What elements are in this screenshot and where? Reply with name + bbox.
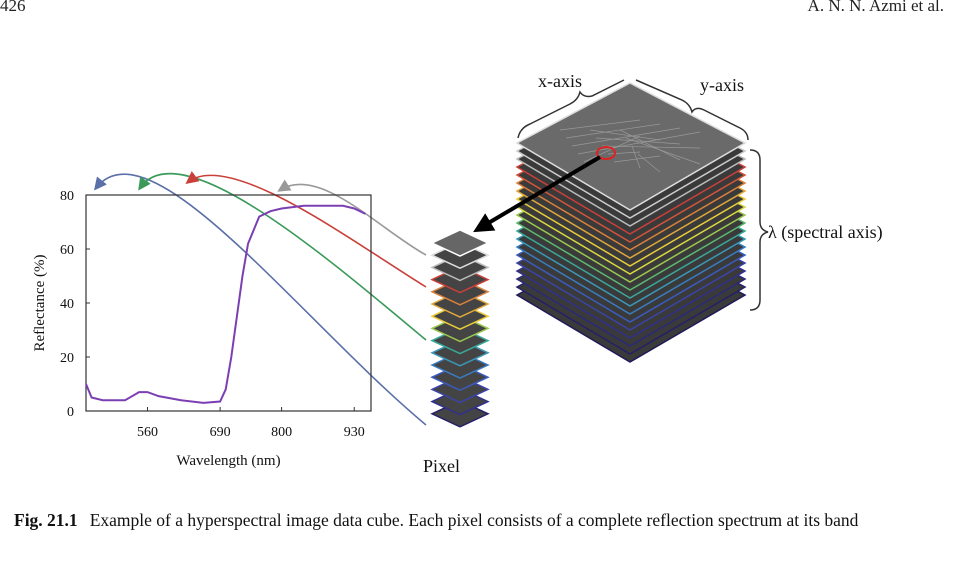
y-tick-label: 60 <box>60 243 74 258</box>
page-number: 426 <box>0 0 26 15</box>
green-arrow <box>138 172 427 341</box>
pixel-stack <box>430 229 490 428</box>
texture <box>637 153 661 173</box>
x-axis-title: Wavelength (nm) <box>176 453 280 469</box>
texture <box>595 137 681 145</box>
pixel-layer <box>430 229 490 257</box>
texture <box>589 129 661 141</box>
figure: x-axis y-axis λ (spectral axis) Pixel 0 2… <box>32 71 883 476</box>
x-axis-label: x-axis <box>538 71 582 91</box>
spectrum-line <box>85 204 366 404</box>
texture <box>631 145 641 169</box>
caption: Fig. 21.1 Example of a hyperspectral imag… <box>14 508 944 532</box>
gray-arrow <box>277 179 427 256</box>
pixel-label: Pixel <box>423 456 460 476</box>
y-tick-label: 40 <box>60 297 74 312</box>
x-tick-label: 690 <box>210 425 231 440</box>
data-cube <box>515 82 747 363</box>
y-axis-label: y-axis <box>700 75 744 95</box>
y-tick-label: 20 <box>60 351 74 366</box>
texture <box>559 119 641 131</box>
x-bracket <box>517 79 625 139</box>
texture <box>571 127 681 147</box>
y-tick-label: 80 <box>60 189 74 204</box>
x-tick-label: 800 <box>271 425 292 440</box>
caption-text: Example of a hyperspectral image data cu… <box>89 510 859 530</box>
red-arrow <box>185 171 427 288</box>
y-tick-label: 0 <box>67 405 74 420</box>
texture <box>619 129 681 161</box>
texture <box>565 123 661 139</box>
y-bracket <box>635 79 749 141</box>
running-head: A. N. N. Azmi et al. <box>807 0 944 15</box>
spectral-label: λ (spectral axis) <box>768 222 883 243</box>
texture <box>625 137 701 165</box>
blue-arrow <box>94 173 427 426</box>
x-tick-label: 930 <box>344 425 365 440</box>
y-axis-title: Reflectance (%) <box>32 254 48 351</box>
spectrum-chart: 0 20 40 60 80 560 690 800 930 Wavelength (nm) Refl… <box>32 189 366 469</box>
pixel-marker <box>596 146 616 160</box>
spectral-bracket <box>749 149 769 311</box>
x-tick-label: 560 <box>137 425 158 440</box>
caption-label: Fig. 21.1 <box>14 510 78 530</box>
pixel-arrow <box>473 155 602 233</box>
